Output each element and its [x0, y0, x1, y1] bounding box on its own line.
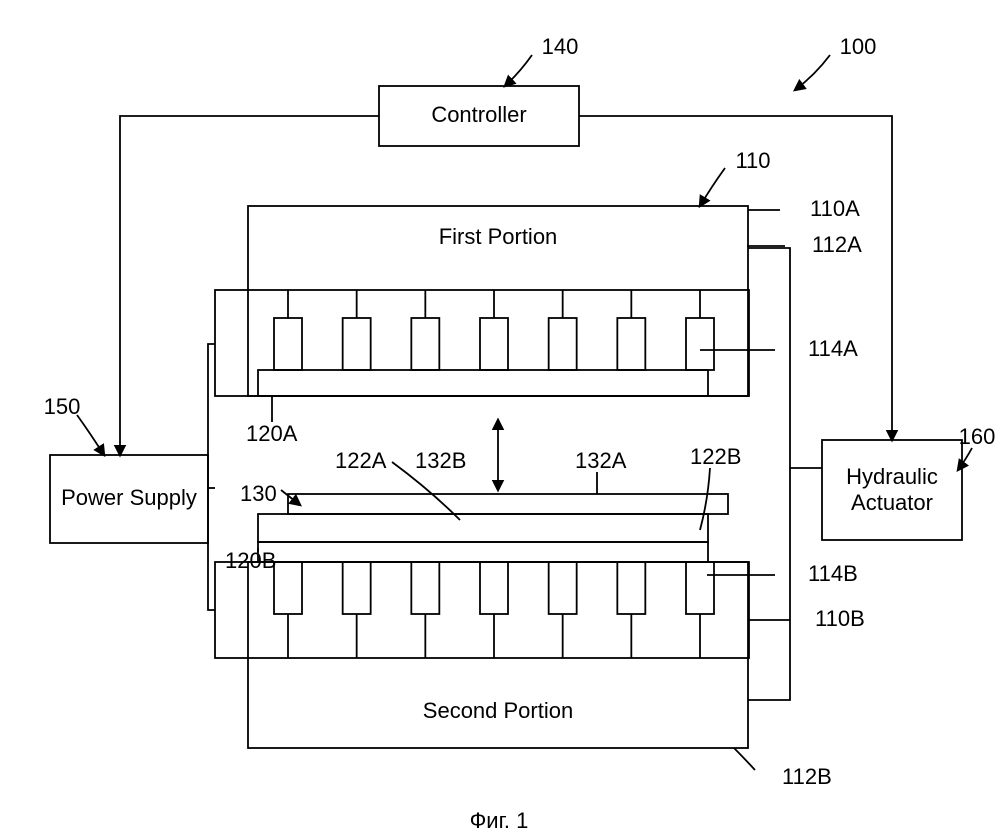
leader-112B	[734, 748, 755, 770]
ref-112A: 112A	[812, 232, 862, 257]
ref-114B: 114B	[808, 561, 858, 586]
patent-figure: Controller Power Supply Hydraulic Actuat…	[0, 0, 999, 837]
ref-100: 100	[840, 34, 877, 59]
leader-160	[958, 448, 972, 470]
ref-112B: 112B	[782, 764, 832, 789]
ref-110B: 110B	[815, 606, 865, 631]
second-portion-label: Second Portion	[423, 698, 573, 723]
upper-plate	[288, 494, 728, 514]
lower-platen	[258, 542, 708, 562]
ref-132A: 132A	[575, 448, 627, 473]
ref-130: 130	[240, 481, 277, 506]
upper-platen	[258, 370, 708, 396]
hydraulic-actuator-label-2: Actuator	[851, 490, 933, 515]
controller-label: Controller	[431, 102, 526, 127]
ref-160: 160	[959, 424, 996, 449]
wire-power-to-second	[208, 500, 215, 610]
first-portion-label: First Portion	[439, 224, 558, 249]
figure-caption: Фиг. 1	[470, 808, 529, 833]
workpiece-body	[258, 514, 708, 542]
leader-100	[795, 55, 830, 90]
second-teeth	[274, 562, 714, 658]
ref-110A: 110A	[810, 196, 860, 221]
leader-140	[505, 55, 532, 86]
ref-132B: 132B	[415, 448, 466, 473]
first-portion-inset	[215, 290, 749, 396]
first-teeth	[274, 290, 714, 370]
ref-114A: 114A	[808, 336, 858, 361]
ref-110: 110	[735, 148, 770, 173]
ref-122B: 122B	[690, 444, 741, 469]
leader-110	[700, 168, 725, 206]
wire-controller-to-power	[120, 116, 379, 455]
second-portion-inset	[215, 562, 749, 658]
ref-120A: 120A	[246, 421, 298, 446]
ref-150: 150	[44, 394, 81, 419]
ref-120B: 120B	[225, 548, 276, 573]
wire-hyd-to-second	[748, 468, 790, 700]
leader-150	[77, 415, 104, 455]
ref-122A: 122A	[335, 448, 387, 473]
leader-130	[281, 490, 300, 505]
hydraulic-actuator-label-1: Hydraulic	[846, 464, 938, 489]
wire-power-to-first-top	[208, 344, 215, 500]
ref-140: 140	[542, 34, 579, 59]
power-supply-label: Power Supply	[61, 485, 197, 510]
